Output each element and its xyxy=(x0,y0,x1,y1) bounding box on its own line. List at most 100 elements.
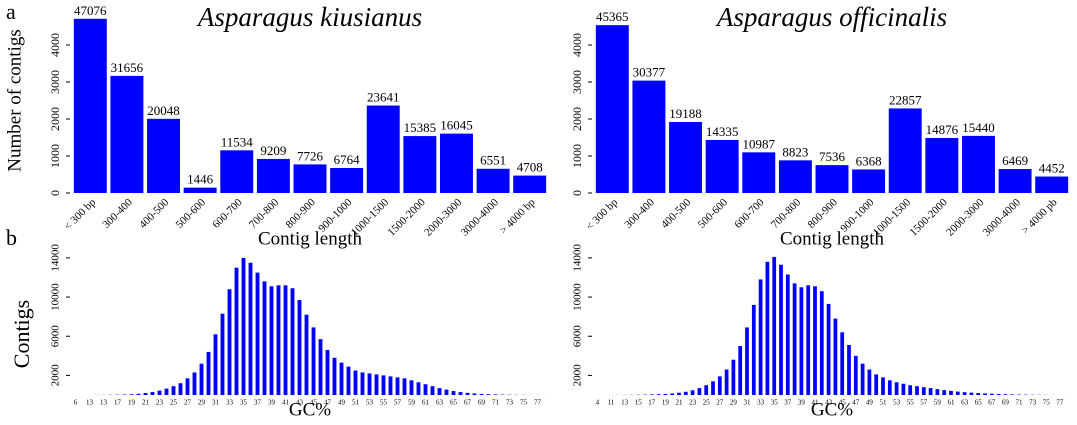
x-tick-label: 2000-3000 xyxy=(422,196,465,239)
bar xyxy=(325,349,330,395)
x-tick-label: 37 xyxy=(784,399,792,407)
data-label: 47076 xyxy=(74,3,107,18)
data-label: 6764 xyxy=(334,152,361,167)
bar xyxy=(395,377,400,395)
bar xyxy=(220,150,254,193)
bar xyxy=(765,261,770,395)
data-label: 6551 xyxy=(480,153,506,168)
bar xyxy=(724,369,729,395)
x-tick-label: 500-600 xyxy=(696,196,731,231)
data-label: 11534 xyxy=(221,134,254,149)
bar xyxy=(989,393,994,395)
bar xyxy=(649,394,654,395)
x-tick-label: 3000-4000 xyxy=(459,196,502,239)
bar xyxy=(738,346,743,395)
x-tick-label: 800-900 xyxy=(805,196,840,231)
x-tick-label: 19 xyxy=(128,399,136,407)
bar xyxy=(409,380,414,395)
bar xyxy=(374,374,379,395)
y-tick-label: 3000 xyxy=(570,70,584,94)
bar xyxy=(129,394,134,395)
bar xyxy=(73,18,107,193)
x-tick-label: 73 xyxy=(506,399,514,407)
x-tick-label: 13 xyxy=(86,399,94,407)
bar xyxy=(255,272,260,395)
y-tick-label: 2000 xyxy=(50,364,62,387)
x-tick-label: 1000-1500 xyxy=(871,196,914,239)
bar xyxy=(742,152,776,193)
bar xyxy=(704,385,709,395)
bar xyxy=(476,168,510,193)
bar xyxy=(451,391,456,395)
bar xyxy=(881,377,885,395)
x-tick-label: 1500-2000 xyxy=(908,196,951,239)
x-tick-label: 1000-1500 xyxy=(349,196,392,239)
x-tick-label: 77 xyxy=(1056,399,1064,407)
bar xyxy=(157,390,162,395)
data-label: 4452 xyxy=(1039,161,1065,176)
bar xyxy=(894,382,899,395)
x-tick-label: 600-700 xyxy=(210,196,245,231)
bar xyxy=(697,388,702,395)
bar xyxy=(962,392,967,395)
x-tick-label: 51 xyxy=(880,399,888,407)
bar xyxy=(143,393,148,395)
x-tick-label: 43 xyxy=(296,399,304,407)
bar xyxy=(472,393,477,395)
bar xyxy=(199,363,204,395)
bar xyxy=(220,313,225,395)
x-tick-label: 39 xyxy=(798,399,806,407)
bar xyxy=(1035,176,1069,193)
x-tick-label: 49 xyxy=(338,399,346,407)
x-tick-label: 47 xyxy=(852,399,860,407)
x-tick-label: 25 xyxy=(703,399,711,407)
bar xyxy=(847,345,851,395)
bar xyxy=(731,359,736,395)
x-tick-label: 69 xyxy=(478,399,486,407)
bar xyxy=(486,394,491,395)
bar xyxy=(110,75,144,193)
x-tick-label: 11 xyxy=(608,399,615,407)
bar xyxy=(840,332,845,395)
bar xyxy=(996,394,1001,395)
bar xyxy=(758,279,763,395)
bar xyxy=(416,382,421,395)
data-label: 16045 xyxy=(440,118,473,133)
bar xyxy=(632,80,666,193)
y-tick-label: 3000 xyxy=(48,70,62,94)
bar xyxy=(887,380,892,395)
bar xyxy=(779,264,783,395)
bar xyxy=(663,393,668,395)
bar xyxy=(164,388,169,395)
bar xyxy=(367,373,372,395)
bar xyxy=(717,376,722,395)
bar xyxy=(813,286,817,395)
bar xyxy=(192,372,197,395)
x-tick-label: 73 xyxy=(1029,399,1037,407)
panel-label: b xyxy=(6,225,17,250)
data-label: 7536 xyxy=(819,149,846,164)
bar xyxy=(833,318,838,395)
bar xyxy=(1010,394,1015,395)
bar xyxy=(925,137,959,193)
bar xyxy=(799,287,804,395)
bar xyxy=(171,386,176,395)
data-label: 6368 xyxy=(856,153,882,168)
bar xyxy=(388,376,393,395)
bar xyxy=(332,357,337,395)
x-tick-label: 75 xyxy=(1043,399,1051,407)
bar xyxy=(304,314,309,395)
y-tick-label: 14000 xyxy=(572,244,584,272)
bar xyxy=(955,391,960,395)
bar xyxy=(711,381,715,395)
y-tick-label: 1000 xyxy=(48,144,62,168)
data-label: 31656 xyxy=(111,60,144,75)
data-label: 14876 xyxy=(926,122,959,137)
data-label: 30377 xyxy=(633,65,666,80)
bar xyxy=(293,164,327,193)
bar xyxy=(283,285,288,395)
x-tick-label: 27 xyxy=(716,399,724,407)
x-tick-label: 51 xyxy=(352,399,360,407)
y-tick-label: 10000 xyxy=(50,283,62,311)
y-tick-label: 6000 xyxy=(572,325,584,348)
